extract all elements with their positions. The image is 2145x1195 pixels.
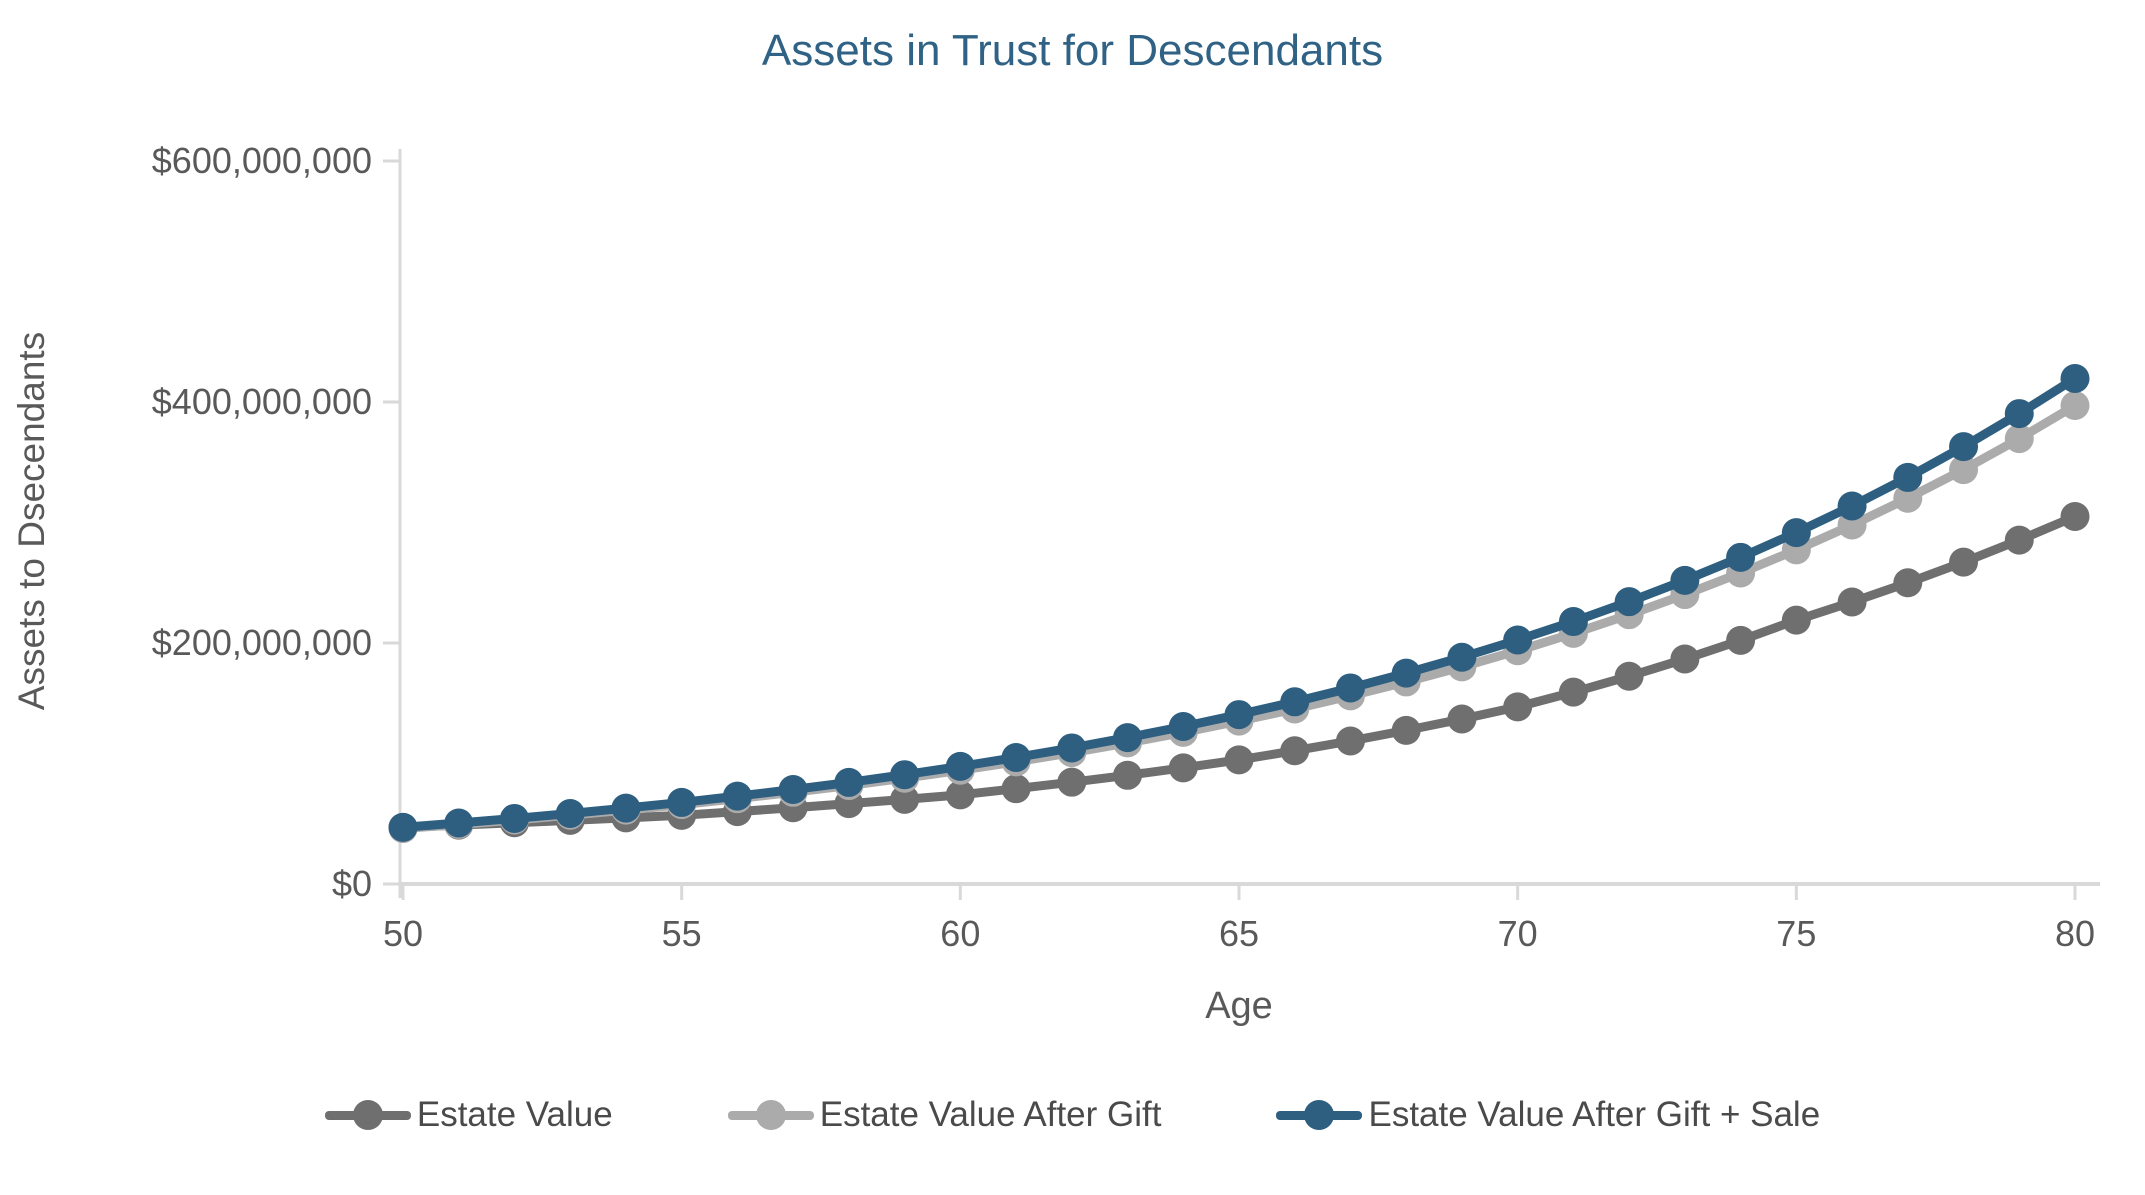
series-2-point: [1113, 723, 1143, 753]
series-1-point: [1949, 455, 1979, 485]
series-2-point: [1503, 625, 1533, 655]
series-0-point: [1391, 715, 1421, 745]
series-2-point: [722, 781, 752, 811]
series-0-point: [1670, 644, 1700, 674]
x-tick-label: 80: [2055, 913, 2095, 954]
y-tick-label: $400,000,000: [152, 381, 372, 422]
series-0-point: [1057, 767, 1087, 797]
x-tick-label: 65: [1219, 913, 1259, 954]
series-0-point: [1781, 605, 1811, 635]
series-2-point: [555, 799, 585, 829]
series-2-point: [1168, 712, 1198, 742]
circle-marker-icon: [755, 1100, 786, 1130]
series-2-point: [444, 808, 474, 838]
series-0-point: [1224, 745, 1254, 775]
series-2-point: [1001, 742, 1031, 772]
series-2-point: [2060, 364, 2090, 394]
series-0-point: [2004, 525, 2034, 555]
legend-label: Estate Value: [416, 1095, 613, 1134]
series-0-point: [1558, 677, 1588, 707]
series-2-point: [778, 775, 808, 805]
series-2-point: [1280, 687, 1310, 717]
series-2-point: [1781, 518, 1811, 548]
series-0-point: [1280, 736, 1310, 766]
series-2-point: [1447, 642, 1477, 672]
series-2-point: [1837, 491, 1867, 521]
y-tick-label: $600,000,000: [152, 140, 372, 181]
series-0-point: [1837, 587, 1867, 617]
series-0-point: [1335, 726, 1365, 756]
x-tick-label: 55: [662, 913, 702, 954]
y-tick-label: $200,000,000: [152, 622, 372, 663]
series-0-point: [945, 780, 975, 810]
series-1-point: [1893, 483, 1923, 513]
series-2-point: [2004, 399, 2034, 429]
x-tick-label: 75: [1776, 913, 1816, 954]
series-2-point: [1893, 462, 1923, 492]
series-2-point: [388, 812, 418, 842]
series-1-point: [2004, 424, 2034, 454]
series-2-point: [1224, 700, 1254, 730]
x-tick-label: 60: [940, 913, 980, 954]
series-0-point: [1447, 704, 1477, 734]
circle-marker-icon: [1304, 1100, 1335, 1130]
series-0-point: [1614, 661, 1644, 691]
series-0-point: [890, 784, 920, 814]
after-gift-sale-line-marker-icon: [1276, 1100, 1363, 1130]
series-2-point: [611, 793, 641, 823]
legend-item-estate-value: Estate Value: [324, 1095, 613, 1135]
series-2-point: [834, 767, 864, 797]
series-2-point: [667, 787, 697, 817]
circle-marker-icon: [352, 1100, 383, 1130]
y-tick-label: $0: [332, 863, 372, 904]
x-tick-label: 50: [383, 913, 423, 954]
series-2-point: [1614, 587, 1644, 617]
series-0-point: [1949, 547, 1979, 577]
series-line-0: [398, 511, 2080, 832]
series-2-point: [1335, 673, 1365, 703]
series-1-point: [2060, 390, 2090, 420]
series-0-point: [2060, 501, 2090, 531]
series-0-point: [1113, 760, 1143, 790]
legend-label: Estate Value After Gift + Sale: [1368, 1095, 1821, 1134]
after-gift-line-marker-icon: [727, 1100, 814, 1130]
series-2-point: [1670, 565, 1700, 595]
series-0-point: [1168, 753, 1198, 783]
legend: Estate Value Estate Value After Gift Est…: [0, 1095, 2145, 1135]
legend-item-estate-value-after-gift: Estate Value After Gift: [727, 1095, 1162, 1135]
x-axis-title: Age: [1205, 985, 1273, 1027]
legend-item-estate-value-after-gift-sale: Estate Value After Gift + Sale: [1276, 1095, 1820, 1135]
series-2-point: [945, 751, 975, 781]
series-2-point: [1558, 607, 1588, 637]
series-0-point: [1893, 568, 1923, 598]
series-0-point: [1503, 692, 1533, 722]
chart-title: Assets in Trust for Descendants: [761, 26, 1384, 75]
series-2-point: [1057, 733, 1087, 763]
series-2-point: [890, 760, 920, 790]
series-2-point: [1949, 432, 1979, 462]
series-2-point: [1726, 542, 1756, 572]
series-0-point: [1001, 774, 1031, 804]
series-2-point: [499, 803, 529, 833]
series-2-point: [1391, 658, 1421, 688]
series-0-point: [1726, 625, 1756, 655]
estate-value-line-marker-icon: [324, 1100, 411, 1130]
legend-label: Estate Value After Gift: [819, 1095, 1162, 1134]
x-tick-label: 70: [1498, 913, 1538, 954]
